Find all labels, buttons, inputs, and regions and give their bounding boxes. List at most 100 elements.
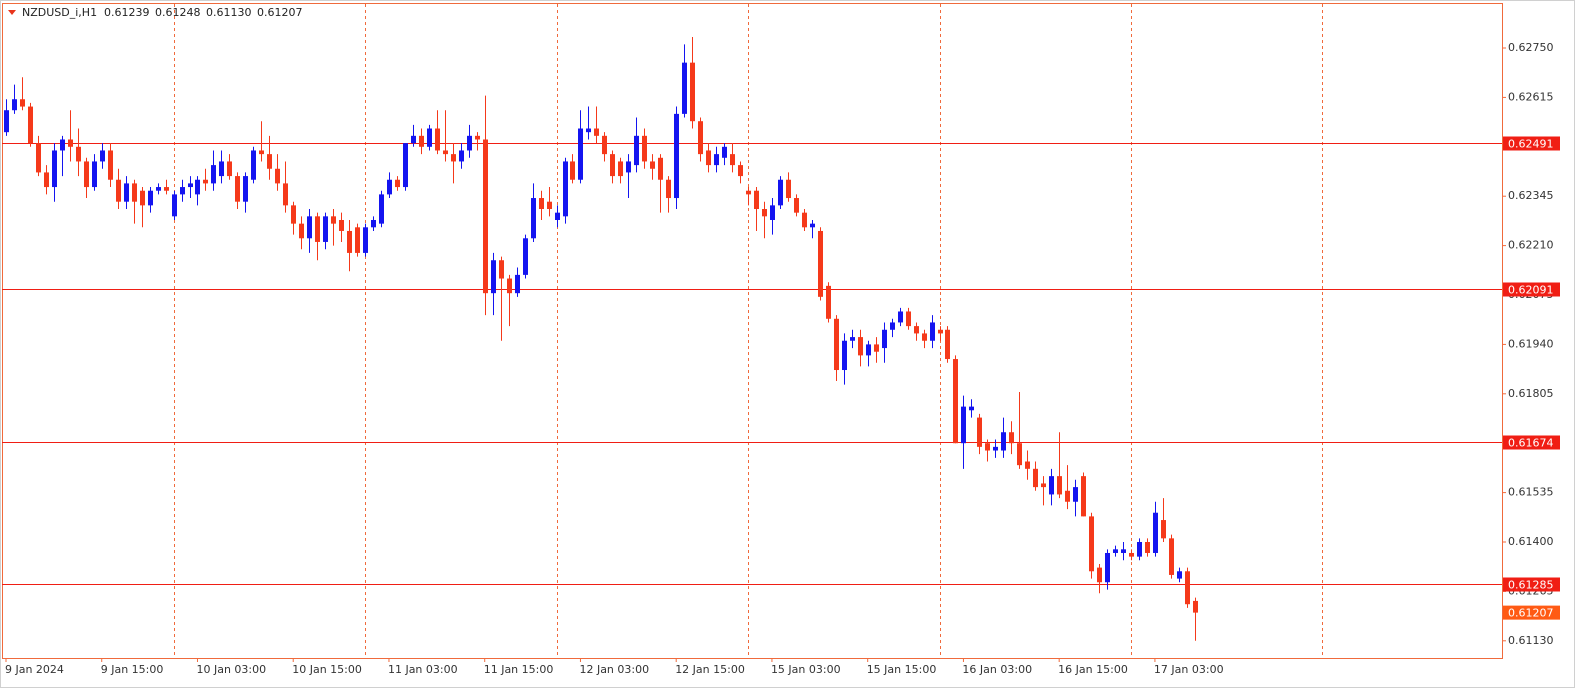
y-tick-label: 0.61805	[1508, 387, 1554, 400]
candle-body	[315, 216, 320, 242]
candle-body	[945, 329, 950, 360]
candle-body	[1017, 443, 1022, 466]
y-tick-label: 0.61535	[1508, 486, 1554, 499]
candle-body	[953, 359, 958, 444]
candle-body	[570, 161, 575, 180]
candle-body	[323, 216, 328, 242]
candle-body	[1097, 567, 1102, 583]
candle-body	[475, 135, 480, 140]
candle-body	[491, 260, 496, 294]
y-tick-label: 0.62345	[1508, 189, 1554, 202]
candle-body	[267, 154, 272, 169]
candle-body	[467, 135, 472, 151]
candle-body	[977, 417, 982, 447]
candle-body	[555, 212, 560, 220]
candle-body	[666, 179, 671, 199]
header: NZDUSD_i,H1	[8, 6, 97, 19]
candle-body	[4, 110, 9, 133]
candle-body	[251, 150, 256, 180]
x-tick-label: 9 Jan 2024	[5, 663, 64, 676]
candle-body	[124, 183, 129, 202]
candle-body	[850, 337, 855, 341]
candle-body	[419, 135, 424, 147]
candle-body	[563, 161, 568, 217]
candle-body	[961, 406, 966, 444]
candle-body	[395, 179, 400, 188]
candle-body	[459, 150, 464, 162]
candle-body	[339, 219, 344, 231]
candle-body	[985, 443, 990, 451]
candle-body	[499, 260, 504, 279]
x-tick-label: 15 Jan 03:00	[771, 663, 841, 676]
candle-body	[331, 216, 336, 224]
candle-body	[634, 135, 639, 166]
x-tick-label: 9 Jan 15:00	[101, 663, 164, 676]
candle-body	[1001, 432, 1006, 451]
plot-border	[2, 3, 1503, 659]
candle-body	[132, 183, 137, 202]
candle-body	[1145, 542, 1150, 553]
candle-body	[642, 135, 647, 162]
candle-body	[52, 150, 57, 188]
candle-body	[610, 154, 615, 177]
candle-body	[586, 128, 591, 133]
candle-body	[523, 238, 528, 275]
candle-body	[539, 198, 544, 210]
level-box	[1503, 136, 1560, 151]
candle-body	[347, 230, 352, 253]
candle-body	[706, 150, 711, 166]
candle-body	[594, 128, 599, 136]
candle-body	[1113, 549, 1118, 553]
candle-body	[1033, 468, 1038, 488]
candle-body	[371, 219, 376, 228]
candle-body	[403, 143, 408, 188]
candle-body	[28, 106, 33, 144]
candle-body	[443, 150, 448, 155]
candle-body	[834, 318, 839, 371]
candle-body	[858, 337, 863, 356]
candle-body	[658, 157, 663, 180]
candle-body	[1041, 483, 1046, 488]
x-tick-label: 12 Jan 03:00	[579, 663, 649, 676]
header-value: 0.61239	[104, 6, 150, 19]
y-tick-label: 0.62210	[1508, 239, 1554, 252]
candle-body	[578, 128, 583, 180]
candle-body	[451, 154, 456, 162]
candle-body	[235, 176, 240, 202]
candle-body	[1121, 549, 1126, 553]
level-label: 0.62091	[1508, 284, 1554, 297]
candle-body	[698, 121, 703, 155]
header-value: 0.61207	[257, 6, 303, 19]
candle-body	[794, 198, 799, 213]
candle-body	[866, 344, 871, 356]
candle-body	[746, 190, 751, 195]
candle-body	[483, 139, 488, 294]
candle-body	[243, 176, 248, 202]
candle-body	[786, 179, 791, 199]
candle-body	[180, 187, 185, 195]
candle-body	[1049, 476, 1054, 495]
header-value: 0.61248	[155, 6, 201, 19]
level-box	[1503, 282, 1560, 297]
y-tick-label: 0.62615	[1508, 90, 1554, 103]
candle-body	[211, 165, 216, 184]
candle-body	[762, 209, 767, 217]
candle-body	[754, 190, 759, 210]
candle-body	[1193, 600, 1198, 613]
candle-body	[810, 223, 815, 228]
candle-body	[818, 230, 823, 297]
candle-body	[1137, 542, 1142, 557]
x-tick-label: 16 Jan 15:00	[1058, 663, 1128, 676]
candle-body	[116, 179, 121, 202]
candle-body	[874, 344, 879, 352]
candle-body	[44, 172, 49, 188]
candle-body	[531, 198, 536, 239]
candle-body	[195, 179, 200, 195]
header-value: 0.61130	[206, 6, 252, 19]
candle-body	[363, 227, 368, 253]
candle-body	[1065, 490, 1070, 502]
level-box	[1503, 577, 1560, 592]
candle-body	[435, 128, 440, 151]
candle-body	[730, 154, 735, 166]
x-tick-label: 16 Jan 03:00	[962, 663, 1032, 676]
